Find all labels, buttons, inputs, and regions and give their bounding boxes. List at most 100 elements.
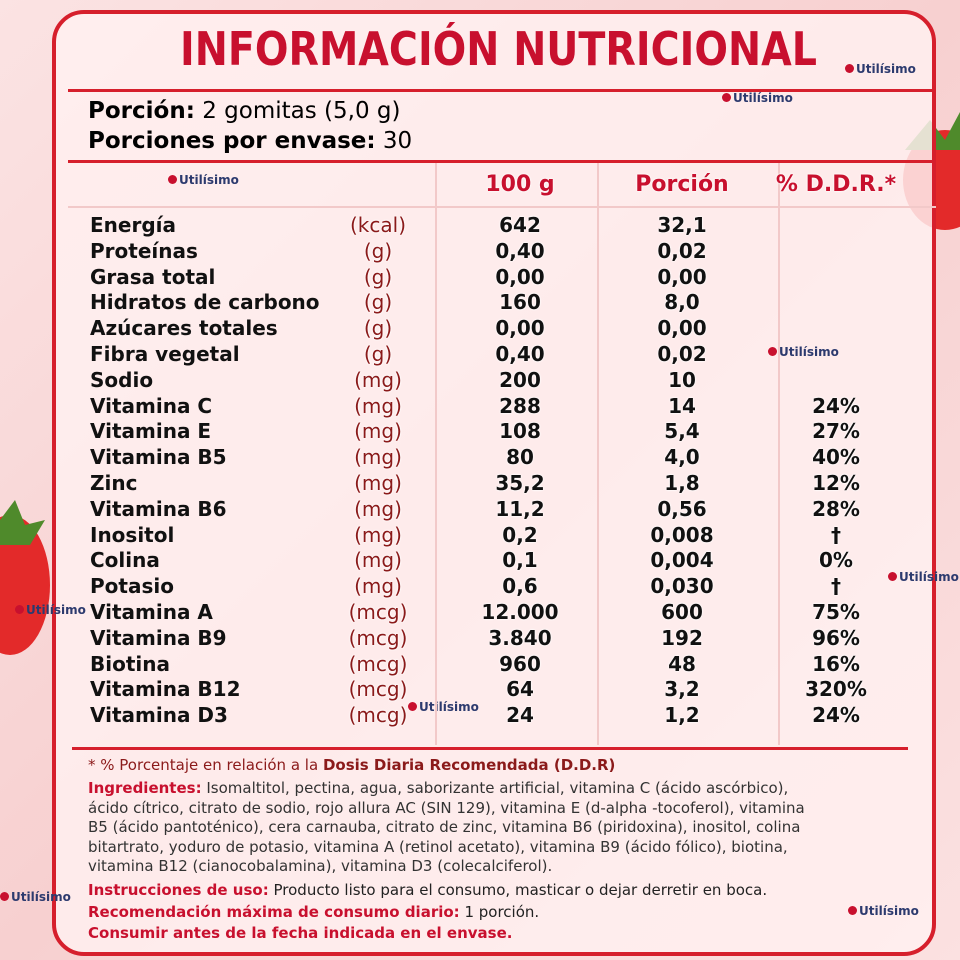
nutrient-name: Vitamina E [90, 419, 212, 444]
nutrient-unit: (mg) [354, 522, 402, 547]
watermark: Utilísimo [768, 345, 839, 359]
nutrient-value: 0,40 [495, 238, 545, 263]
nutrient-value: 3.840 [488, 625, 552, 650]
nutrient-value: 5,4 [664, 419, 700, 444]
nutrient-unit: (mg) [354, 548, 402, 573]
column-divider [778, 163, 780, 745]
instructions-text: Producto listo para el consumo, masticar… [273, 881, 768, 899]
nutrient-value: 320% [805, 677, 867, 702]
nutrient-value: 960 [499, 651, 541, 676]
column-divider [597, 163, 599, 745]
nutrient-value: † [831, 522, 841, 547]
footnote: * % Porcentaje en relación a la Dosis Di… [88, 756, 615, 774]
nutrient-unit: (g) [363, 342, 393, 366]
nutrient-unit: (mg) [354, 471, 402, 495]
column-header: 100 g [485, 172, 555, 197]
nutrient-unit: (g) [363, 290, 393, 315]
nutrient-name: Inositol [90, 522, 175, 547]
nutrient-value: 0,02 [657, 238, 707, 263]
watermark: Utilísimo [15, 603, 86, 617]
footnote-text: * % Porcentaje en relación a la [88, 756, 319, 774]
max-daily-label: Recomendación máxima de consumo diario: [88, 903, 460, 921]
nutrient-value: 0,00 [495, 264, 545, 289]
column-header: % D.D.R.* [775, 172, 897, 197]
rule [68, 89, 936, 92]
footnote-bold: Dosis Diaria Recomendada (D.D.R) [322, 756, 616, 774]
nutrient-value: 0,40 [495, 342, 545, 366]
watermark: Utilísimo [0, 890, 71, 904]
nutrient-name: Azúcares totales [90, 316, 278, 341]
label-card [52, 10, 936, 956]
nutrient-name: Zinc [90, 471, 138, 495]
serving-count: Porciones por envase: 30 [88, 128, 412, 154]
nutrient-value: 12.000 [481, 600, 559, 624]
nutrient-name: Fibra vegetal [90, 342, 240, 366]
nutrient-value: 16% [812, 651, 860, 676]
nutrient-unit: (mg) [354, 445, 402, 470]
nutrient-value: 288 [499, 393, 541, 418]
nutrient-value: 1,2 [664, 703, 700, 728]
serving-size: Porción: 2 gomitas (5,0 g) [88, 98, 400, 124]
ingredients: Ingredientes: Isomaltitol, pectina, agua… [88, 779, 823, 877]
header-row-rule [68, 206, 936, 208]
nutrient-unit: (g) [363, 238, 393, 263]
nutrient-value: 1,8 [664, 471, 700, 495]
nutrient-value: 192 [661, 625, 703, 650]
nutrient-value: 0,56 [657, 496, 707, 521]
nutrient-value: 75% [812, 600, 860, 624]
column-divider [435, 163, 437, 745]
expiry: Consumir antes de la fecha indicada en e… [88, 924, 513, 942]
nutrient-value: 24% [812, 393, 860, 418]
nutrient-value: 48 [668, 651, 696, 676]
nutrient-value: 0,00 [657, 316, 707, 341]
nutrient-value: † [831, 574, 841, 599]
nutrient-name: Vitamina B9 [90, 625, 227, 650]
nutrient-value: 14 [668, 393, 696, 418]
nutrient-value: 4,0 [664, 445, 700, 470]
nutrient-value: 8,0 [664, 290, 700, 315]
nutrient-value: 96% [812, 625, 860, 650]
nutrient-value: 12% [812, 471, 860, 495]
nutrient-unit: (mg) [354, 367, 402, 392]
column-header: Porción [635, 172, 729, 197]
serving-size-value: 2 gomitas (5,0 g) [202, 98, 401, 124]
nutrient-name: Grasa total [90, 264, 216, 289]
nutrient-value: 0,00 [657, 264, 707, 289]
max-daily: Recomendación máxima de consumo diario: … [88, 903, 539, 921]
nutrient-name: Vitamina B12 [90, 677, 241, 702]
nutrient-unit: (kcal) [350, 213, 406, 237]
nutrient-name: Vitamina B6 [90, 496, 227, 521]
nutrient-name: Vitamina B5 [90, 445, 227, 470]
nutrient-unit: (mg) [354, 419, 402, 444]
nutrient-value: 80 [506, 445, 534, 470]
nutrient-value: 0,00 [495, 316, 545, 341]
instructions-label: Instrucciones de uso: [88, 881, 269, 899]
watermark: Utilísimo [408, 700, 479, 714]
nutrient-unit: (mg) [354, 574, 402, 599]
serving-size-label: Porción: [88, 98, 195, 124]
rule [68, 160, 936, 163]
nutrient-unit: (mcg) [348, 625, 408, 650]
nutrient-value: 0,6 [502, 574, 538, 599]
nutrient-name: Sodio [90, 367, 154, 392]
nutrient-name: Biotina [90, 651, 170, 676]
nutrient-value: 108 [499, 419, 541, 444]
nutrient-name: Potasio [90, 574, 174, 599]
nutrient-name: Hidratos de carbono [90, 290, 320, 315]
serving-count-label: Porciones por envase: [88, 128, 376, 154]
instructions: Instrucciones de uso: Producto listo par… [88, 881, 767, 899]
nutrient-name: Colina [90, 548, 160, 573]
max-daily-text: 1 porción. [464, 903, 540, 921]
ingredients-label: Ingredientes: [88, 779, 202, 797]
nutrient-value: 35,2 [495, 471, 545, 495]
nutrient-unit: (mcg) [348, 600, 408, 624]
nutrient-name: Proteínas [90, 238, 198, 263]
nutrient-value: 0,030 [650, 574, 714, 599]
nutrient-value: 40% [812, 445, 860, 470]
nutrient-value: 24 [506, 703, 534, 728]
nutrient-unit: (mcg) [348, 703, 408, 728]
nutrient-value: 0% [819, 548, 853, 573]
nutrient-value: 32,1 [657, 213, 707, 237]
nutrient-name: Vitamina D3 [90, 703, 228, 728]
